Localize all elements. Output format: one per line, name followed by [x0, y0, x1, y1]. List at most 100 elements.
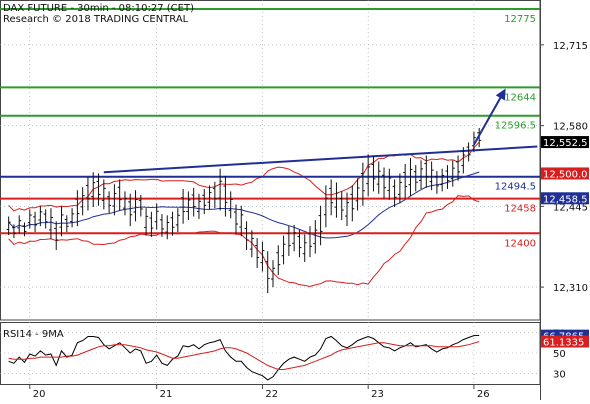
price-tag-box [541, 335, 589, 348]
price-bar [440, 168, 445, 192]
price-bar [466, 142, 471, 162]
price-bar [323, 185, 328, 228]
price-tag-label: 12,458.5 [543, 194, 588, 205]
price-tag-box [541, 192, 589, 205]
price-bar [196, 193, 201, 219]
price-tag-label: 61.1335 [543, 337, 584, 348]
price-bar [450, 160, 455, 187]
price-bar [212, 181, 217, 209]
price-bar [75, 190, 80, 227]
price-bar [128, 193, 133, 227]
target-arrow-head [495, 88, 506, 101]
price-bar [286, 226, 291, 256]
price-bar [339, 191, 344, 221]
level-label: 12644 [504, 92, 536, 103]
price-bar [345, 192, 350, 227]
price-tag: 12,552.5 [541, 136, 589, 149]
price-tag: 12,458.5 [541, 192, 589, 205]
price-bar [471, 131, 476, 152]
price-bar [239, 205, 244, 237]
price-bar [54, 221, 59, 251]
price-tick-label: 12,445 [553, 202, 588, 213]
price-bar [207, 185, 212, 210]
price-bar [318, 205, 323, 246]
price-bar [297, 229, 302, 258]
price-bar [249, 230, 254, 258]
time-tick-label: 26 [477, 389, 490, 400]
price-bar [228, 191, 233, 219]
price-bar [371, 155, 376, 192]
price-bar [382, 167, 387, 199]
price-bar [175, 208, 180, 233]
price-bar [334, 182, 339, 218]
price-tag: 12,500.0 [541, 167, 589, 180]
price-bar [181, 189, 186, 224]
chart-title: DAX FUTURE - 30min - 08:10:27 (CET) [3, 3, 194, 14]
price-bar [149, 211, 154, 237]
price-bar [112, 184, 117, 216]
price-bar [329, 179, 334, 216]
price-bar [255, 238, 260, 268]
price-bar [456, 155, 461, 181]
price-bar [218, 168, 223, 211]
price-bar [138, 194, 143, 217]
price-bar [233, 204, 238, 235]
price-bar [117, 179, 122, 211]
price-bar [276, 245, 281, 276]
price-bar [445, 165, 450, 190]
price-bar [244, 221, 249, 251]
bollinger-lower-band [8, 195, 480, 288]
price-bar [360, 162, 365, 206]
price-bar [265, 251, 270, 294]
level-label: 12596.5 [495, 121, 536, 132]
price-bar [43, 209, 48, 229]
price-bar [429, 161, 434, 191]
price-bar [392, 179, 397, 207]
price-bar [17, 215, 22, 234]
level-label: 12494.5 [495, 182, 536, 193]
rsi-tick-label: 50 [553, 349, 566, 360]
price-bar [154, 203, 159, 230]
price-bar [271, 260, 275, 288]
price-bar [80, 187, 85, 216]
price-bar [191, 187, 196, 217]
rsi-tick-label: 30 [553, 370, 566, 381]
price-tag-label: 12,500.0 [543, 169, 588, 180]
price-bar [355, 178, 360, 211]
price-panel: 12,310 12,445 12,580 12,715 12775 12644 12596.… [0, 0, 589, 321]
price-bar [27, 209, 32, 229]
price-bar [403, 163, 408, 199]
moving-average-line [8, 171, 480, 239]
price-tick-label: 12,310 [553, 283, 588, 294]
price-bar [165, 215, 170, 240]
price-bar [313, 220, 318, 254]
price-bar [413, 165, 418, 192]
price-bar [33, 211, 38, 233]
price-tag: 61.1335 [541, 335, 589, 348]
time-tick-label: 20 [33, 389, 46, 400]
price-bar [350, 185, 355, 222]
price-bar [202, 189, 207, 215]
chart-subtitle: Research © 2018 TRADING CENTRAL [3, 14, 189, 25]
price-bar [133, 190, 138, 222]
level-label: 12775 [504, 14, 536, 25]
time-tick-label: 22 [265, 389, 278, 400]
price-bar [170, 211, 175, 236]
price-bar [260, 241, 265, 272]
price-bar [366, 154, 371, 197]
price-bar [387, 168, 392, 200]
price-bar [38, 205, 43, 227]
price-bar [159, 214, 164, 237]
price-bar [308, 226, 313, 258]
rsi-line [8, 334, 480, 381]
trendline [103, 145, 538, 174]
price-bar [408, 157, 413, 197]
level-label: 12400 [504, 238, 536, 249]
price-bar [144, 208, 149, 236]
price-bar [64, 215, 69, 233]
level-label: 12458 [504, 204, 536, 215]
price-bar [11, 224, 16, 239]
price-bar [101, 179, 106, 210]
